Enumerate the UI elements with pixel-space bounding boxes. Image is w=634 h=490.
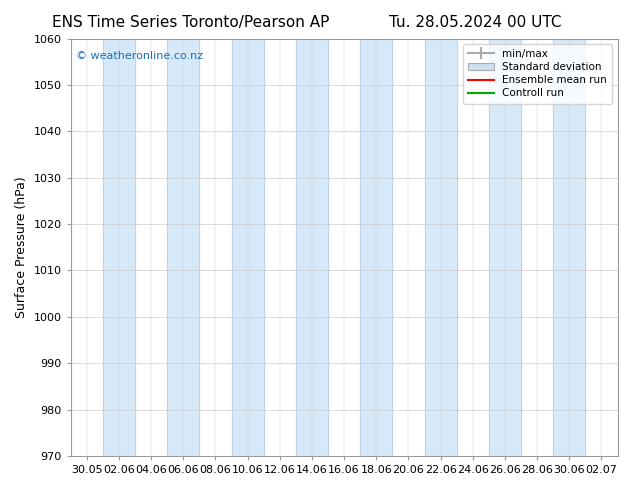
Y-axis label: Surface Pressure (hPa): Surface Pressure (hPa): [15, 176, 28, 318]
Bar: [489, 39, 521, 456]
Bar: [425, 39, 456, 456]
Bar: [553, 39, 585, 456]
Bar: [296, 39, 328, 456]
Bar: [360, 39, 392, 456]
Text: ENS Time Series Toronto/Pearson AP: ENS Time Series Toronto/Pearson AP: [51, 15, 329, 30]
Bar: [231, 39, 264, 456]
Legend: min/max, Standard deviation, Ensemble mean run, Controll run: min/max, Standard deviation, Ensemble me…: [463, 44, 612, 103]
Text: © weatheronline.co.nz: © weatheronline.co.nz: [76, 51, 204, 61]
Bar: [167, 39, 199, 456]
Bar: [103, 39, 135, 456]
Text: Tu. 28.05.2024 00 UTC: Tu. 28.05.2024 00 UTC: [389, 15, 562, 30]
